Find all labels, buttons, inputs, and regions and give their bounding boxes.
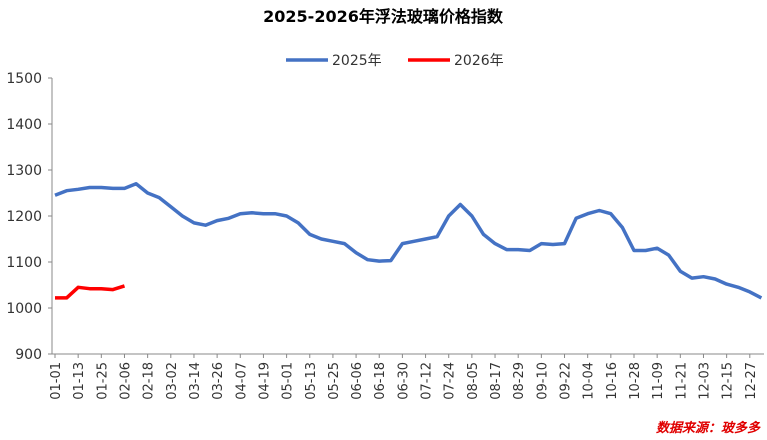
x-tick-label: 08-29 [512, 362, 527, 400]
x-tick-label: 08-05 [466, 362, 481, 400]
y-tick-label: 1300 [6, 163, 42, 179]
x-tick-label: 03-26 [211, 362, 226, 400]
x-tick-label: 12-15 [721, 362, 736, 400]
y-tick-label: 1400 [6, 117, 42, 133]
y-tick-label: 1200 [6, 209, 42, 225]
y-tick-label: 900 [15, 347, 42, 363]
x-tick-label: 07-12 [420, 362, 435, 400]
x-tick-label: 12-27 [744, 362, 759, 400]
x-tick-label: 04-07 [234, 362, 249, 400]
x-tick-label: 11-21 [674, 362, 689, 400]
x-tick-label: 07-24 [443, 362, 458, 400]
x-tick-label: 01-13 [72, 362, 87, 400]
series-line [55, 284, 126, 300]
x-tick-label: 09-10 [535, 362, 550, 400]
x-tick-label: 11-09 [651, 362, 666, 400]
y-tick-label: 1500 [6, 71, 42, 87]
x-tick-label: 05-25 [327, 362, 342, 400]
x-tick-label: 08-17 [489, 362, 504, 400]
source: 数据来源：玻多多 [656, 420, 761, 436]
legend-label: 2026年 [454, 53, 504, 69]
y-tick-label: 1000 [6, 301, 42, 317]
x-tick-label: 05-13 [304, 362, 319, 400]
x-tick-label: 03-02 [165, 362, 180, 400]
y-tick-label: 1100 [6, 255, 42, 271]
x-tick-label: 01-25 [95, 362, 110, 400]
x-tick-label: 04-19 [257, 362, 272, 400]
x-tick-label: 02-18 [142, 362, 157, 400]
x-tick-label: 06-18 [373, 362, 388, 400]
x-tick-label: 02-06 [118, 362, 133, 400]
legend-label: 2025年 [332, 53, 382, 69]
x-tick-label: 03-14 [188, 362, 203, 400]
x-tick-label: 06-30 [396, 362, 411, 400]
chart-title: 2025-2026年浮法玻璃价格指数 [263, 7, 504, 26]
x-tick-label: 05-01 [281, 362, 296, 400]
x-tick-label: 06-06 [350, 362, 365, 400]
x-tick-label: 01-01 [49, 362, 64, 400]
series-line [54, 182, 763, 300]
x-tick-label: 12-03 [697, 362, 712, 400]
x-tick-label: 10-28 [628, 362, 643, 400]
x-tick-label: 10-16 [605, 362, 620, 400]
x-tick-label: 10-04 [582, 362, 597, 400]
x-tick-label: 09-22 [559, 362, 574, 400]
